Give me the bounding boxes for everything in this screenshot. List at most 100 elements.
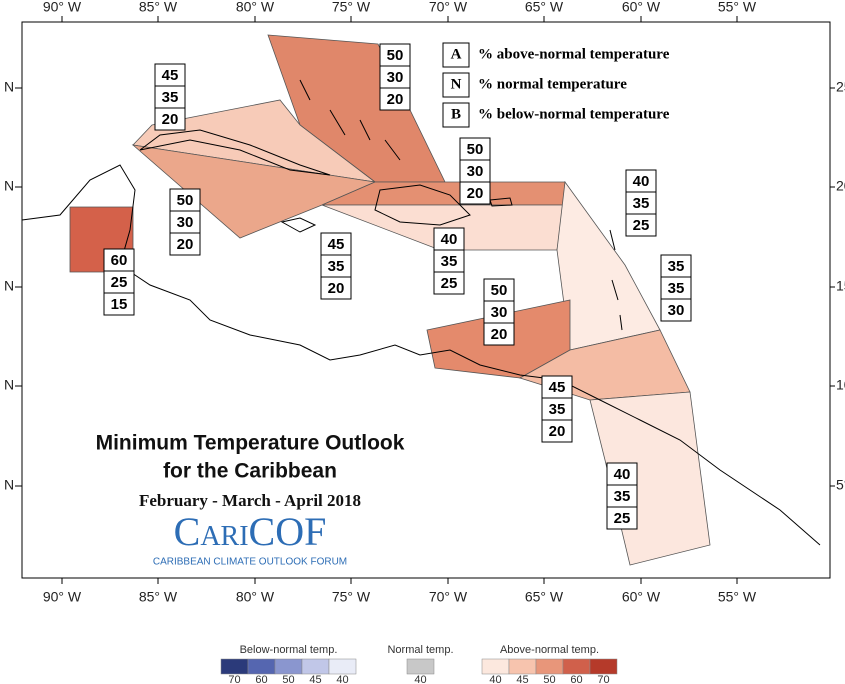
coastline-lesser-antilles <box>609 229 623 331</box>
colorbar-tick: 45 <box>516 674 528 684</box>
region-value: 35 <box>633 195 650 212</box>
colorbar-label: Below-normal temp. <box>240 644 338 656</box>
top-axis-label: 55° W <box>718 0 757 15</box>
region-value: 35 <box>441 253 458 270</box>
legend-key-box <box>442 42 470 68</box>
region-value: 20 <box>491 326 508 343</box>
right-axis-label: 25 <box>836 79 845 95</box>
top-axis-label: 65° W <box>525 0 564 15</box>
legend-text: % normal temperature <box>478 76 627 92</box>
region-value: 50 <box>177 192 194 209</box>
colorbar: Below-normal temp. 70 60 50 45 40 Normal temp.… <box>220 644 618 684</box>
colorbar-swatch <box>220 658 249 675</box>
title-line: for the Caribbean <box>163 460 337 483</box>
region-value: 60 <box>111 252 128 269</box>
right-axis-label: 20 <box>836 178 845 194</box>
colorbar-tick: 40 <box>336 674 348 684</box>
colorbar-label: Above-normal temp. <box>500 644 599 656</box>
region-value: 25 <box>111 274 128 291</box>
region-values: 50 30 20 45 35 20 50 30 20 40 35 25 50 30 20 45 35 20 40 35… <box>103 43 692 530</box>
value-box <box>103 292 135 316</box>
region-value: 25 <box>441 275 458 292</box>
region-value: 20 <box>549 423 566 440</box>
colorbar-swatch <box>508 658 537 675</box>
bottom-axis-label: 55° W <box>718 589 757 605</box>
coastline-jamaica <box>280 217 317 233</box>
bottom-axis-label: 75° W <box>332 589 371 605</box>
region-value: 30 <box>177 214 194 231</box>
value-box <box>459 181 491 205</box>
period: February - March - April 2018 <box>139 491 361 510</box>
colorbar-swatch <box>274 658 303 675</box>
region-value: 15 <box>111 296 128 313</box>
bottom-axis-label: 85° W <box>139 589 178 605</box>
top-axis-label: 80° W <box>236 0 275 15</box>
region-value: 30 <box>467 163 484 180</box>
colorbar-tick: 70 <box>597 674 609 684</box>
top-axis-label: 70° W <box>429 0 468 15</box>
colorbar-swatch <box>481 658 510 675</box>
value-box <box>433 271 465 295</box>
colorbar-tick: 45 <box>309 674 321 684</box>
region-value: 30 <box>387 69 404 86</box>
region-value: 20 <box>177 236 194 253</box>
right-axis-label: 5° <box>836 477 845 493</box>
colorbar-swatch <box>328 658 357 675</box>
region-value: 35 <box>162 89 179 106</box>
right-axis-label: 10 <box>836 377 845 393</box>
region-value: 45 <box>328 236 345 253</box>
bottom-axis-label: 90° W <box>43 589 82 605</box>
colorbar-swatch <box>301 658 330 675</box>
coastline-cuba <box>139 129 331 176</box>
coastline-bahamas <box>299 79 401 161</box>
colorbar-tick: 50 <box>282 674 294 684</box>
colorbar-label: Normal temp. <box>387 644 453 656</box>
region-value: 40 <box>614 466 631 483</box>
bottom-axis-label: 60° W <box>622 589 661 605</box>
legend-text: % below-normal temperature <box>478 106 670 122</box>
value-box <box>606 506 638 530</box>
top-axis-label: 85° W <box>139 0 178 15</box>
value-box <box>541 419 573 443</box>
top-axis-label: 90° W <box>43 0 82 15</box>
title-line: Minimum Temperature Outlook <box>96 432 405 455</box>
colorbar-swatch <box>589 658 618 675</box>
region-value: 45 <box>549 379 566 396</box>
value-box <box>320 276 352 300</box>
region-value: 20 <box>387 91 404 108</box>
logo-subtitle: CARIBBEAN CLIMATE OUTLOOK FORUM <box>153 557 347 568</box>
value-box <box>625 213 657 237</box>
bottom-axis-label: 65° W <box>525 589 564 605</box>
colorbar-tick: 50 <box>543 674 555 684</box>
coastline-hispaniola <box>374 184 471 226</box>
coastlines <box>21 79 821 546</box>
top-axis-label: 75° W <box>332 0 371 15</box>
colorbar-swatch <box>535 658 564 675</box>
colorbar-swatch <box>562 658 591 675</box>
legend-text: % above-normal temperature <box>478 46 670 62</box>
region-value: 40 <box>633 173 650 190</box>
colorbar-tick: 60 <box>570 674 582 684</box>
region-value: 20 <box>328 280 345 297</box>
left-axis-label: N <box>4 278 14 294</box>
region-value: 35 <box>614 488 631 505</box>
region-value: 25 <box>614 510 631 527</box>
colorbar-swatch <box>406 658 435 675</box>
region-value: 40 <box>441 231 458 248</box>
bottom-axis-label: 80° W <box>236 589 275 605</box>
region-value: 30 <box>668 302 685 319</box>
colorbar-swatch <box>247 658 276 675</box>
value-box <box>379 87 411 111</box>
left-axis-label: N <box>4 477 14 493</box>
axes: 90° W 85° W 80° W 75° W 70° W 65° W 60° W 55° W… <box>4 0 845 605</box>
legend-key-box <box>442 72 470 98</box>
legend-key: N <box>451 76 462 92</box>
region-value: 20 <box>162 111 179 128</box>
region-value: 50 <box>491 282 508 299</box>
logo: CariCOF <box>174 509 327 554</box>
region-value: 35 <box>668 280 685 297</box>
colorbar-tick: 70 <box>228 674 240 684</box>
legend: A % above-normal temperature N % normal tem… <box>442 42 670 128</box>
